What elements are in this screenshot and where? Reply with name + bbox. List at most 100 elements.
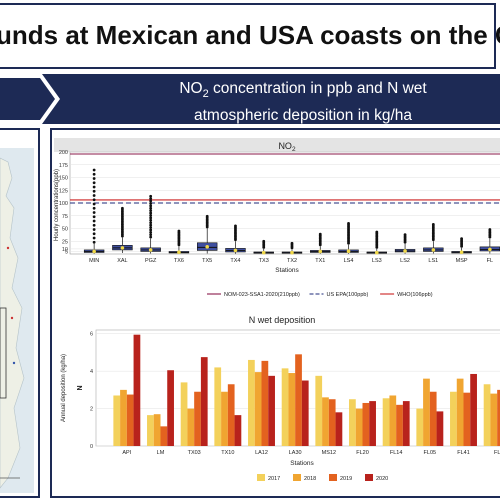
no2-outlier-point: [149, 216, 153, 220]
bar: [200, 357, 208, 446]
no2-mean-point: [375, 250, 379, 255]
bar-x-tick-label: TX03: [188, 450, 201, 456]
bar-legend-swatch: [293, 474, 301, 481]
bar-y-tick-label: 4: [90, 369, 93, 375]
bar: [369, 401, 376, 446]
no2-outlier-point: [92, 194, 96, 197]
no2-outlier-point: [149, 197, 153, 201]
bar: [248, 359, 255, 446]
bar-x-tick-label: LM: [157, 450, 165, 456]
no2-outlier-point: [149, 202, 153, 205]
no2-outlier-point: [149, 235, 153, 239]
no2-outlier-point: [92, 168, 96, 172]
no2-x-tick-label: LS3: [372, 258, 382, 264]
no2-title-strip: [54, 138, 500, 152]
no2-outlier-point: [149, 223, 153, 227]
bar-legend: 2017 2018 2019 2020: [257, 474, 388, 482]
no2-outlier-point: [149, 204, 153, 208]
bar-x-tick-label: MS12: [322, 450, 336, 456]
bar-xlabel: Stations: [290, 460, 314, 467]
no2-outlier-point: [92, 185, 96, 189]
bar: [483, 384, 491, 446]
bar: [187, 408, 195, 446]
no2-outlier-point: [262, 239, 266, 243]
no2-outlier-point: [149, 226, 153, 229]
no2-mean-point: [120, 246, 125, 250]
bar: [463, 392, 471, 446]
no2-mean-point: [177, 250, 181, 255]
map-thumbnail: [0, 148, 34, 493]
no2-outlier-point: [149, 206, 153, 210]
no2-outlier-point: [375, 230, 379, 234]
no2-outlier-point: [92, 211, 96, 214]
no2-outlier-point: [92, 219, 96, 223]
no2-x-tick-label: LS4: [344, 258, 354, 264]
no2-mean-point: [459, 250, 464, 255]
no2-mean-point: [148, 248, 153, 252]
bar: [470, 373, 477, 446]
bar-y-tick-label: 0: [90, 444, 93, 450]
bar: [153, 414, 161, 446]
no2-x-tick-label: TX6: [174, 258, 184, 264]
section-heading-line2: atmospheric deposition in kg/ha: [194, 107, 412, 125]
no2-box: [112, 206, 133, 253]
bar-legend-label: 2018: [304, 476, 316, 482]
no2-outlier-point: [460, 237, 463, 241]
no2-x-tick-label: TX3: [259, 258, 269, 264]
no2-box: [423, 223, 444, 254]
no2-mean-point: [431, 248, 436, 252]
bar: [423, 378, 430, 446]
bar-x-tick-label: FL: [494, 450, 500, 456]
no2-y-tick-label: 25: [62, 239, 68, 245]
bar: [396, 404, 403, 446]
no2-y-tick-label: 5: [65, 249, 68, 255]
bar-x-tick-label: LA12: [255, 450, 268, 456]
no2-x-tick-label: PGZ: [145, 258, 157, 264]
bar: [429, 391, 437, 446]
no2-y-tick-label: 100: [59, 201, 68, 207]
bar-chart-title: N wet deposition: [249, 315, 316, 325]
no2-outlier-point: [488, 228, 492, 231]
no2-mean-point: [403, 249, 407, 253]
bar: [254, 372, 262, 446]
no2-x-tick-label: LS2: [400, 258, 410, 264]
no2-boxplot: NO2 510 25 50 75 100 125 150 175 200 MIN XAL PGZ TX…: [54, 138, 500, 298]
bar-x-tick-label: API: [122, 450, 131, 456]
bar-series: [113, 334, 500, 446]
no2-mean-point: [318, 249, 323, 254]
bar-y-tick-label: 2: [90, 407, 93, 413]
no2-outlier-point: [149, 194, 153, 198]
bar-legend-label: 2017: [268, 476, 280, 482]
no2-legend: NOM-023-SSA1-2020(210ppb) US EPA(100ppb) W…: [207, 292, 433, 298]
no2-box: [281, 241, 303, 255]
no2-legend-label: WHO(106ppb): [397, 292, 433, 298]
bar-legend-label: 2019: [340, 476, 352, 482]
no2-outlier-point: [92, 223, 96, 227]
no2-box: [338, 222, 359, 254]
bar-x-ticks: API LM TX03 TX10 LA12 LA30 MS12 FL20 FL14 FL05 FL4…: [122, 450, 500, 456]
no2-x-tick-label: TX1: [315, 258, 325, 264]
bar-x-tick-label: FL05: [424, 450, 437, 456]
bar-ylabel: Annual deposition (kg/ha): [61, 354, 67, 422]
no2-x-tick-label: TX5: [202, 258, 212, 264]
no2-outlier-point: [92, 202, 96, 206]
chevron-right-icon: [0, 74, 60, 124]
no2-xlabel: Stations: [275, 267, 299, 274]
n-deposition-barchart: N wet deposition 0 2 4 6 API LM TX03 TX10 LA12 L…: [61, 315, 500, 482]
no2-y-ticks: 510 25 50 75 100 125 150 175 200: [59, 150, 68, 255]
no2-outlier-point: [92, 232, 96, 236]
no2-box: [394, 233, 416, 254]
no2-mean-point: [205, 245, 209, 249]
no2-outlier-point: [121, 206, 124, 210]
no2-y-tick-label: 200: [59, 150, 68, 156]
bar: [389, 395, 397, 446]
no2-outlier-point: [92, 240, 96, 244]
no2-outlier-point: [431, 223, 435, 226]
no2-outlier-point: [347, 222, 350, 225]
no2-box: [83, 168, 105, 254]
no2-outlier-point: [92, 181, 96, 185]
bar: [355, 408, 363, 446]
section-heading-line1: NO2 concentration in ppb and N wet: [179, 80, 427, 101]
no2-box: [253, 239, 274, 255]
no2-outlier-point: [149, 211, 153, 215]
